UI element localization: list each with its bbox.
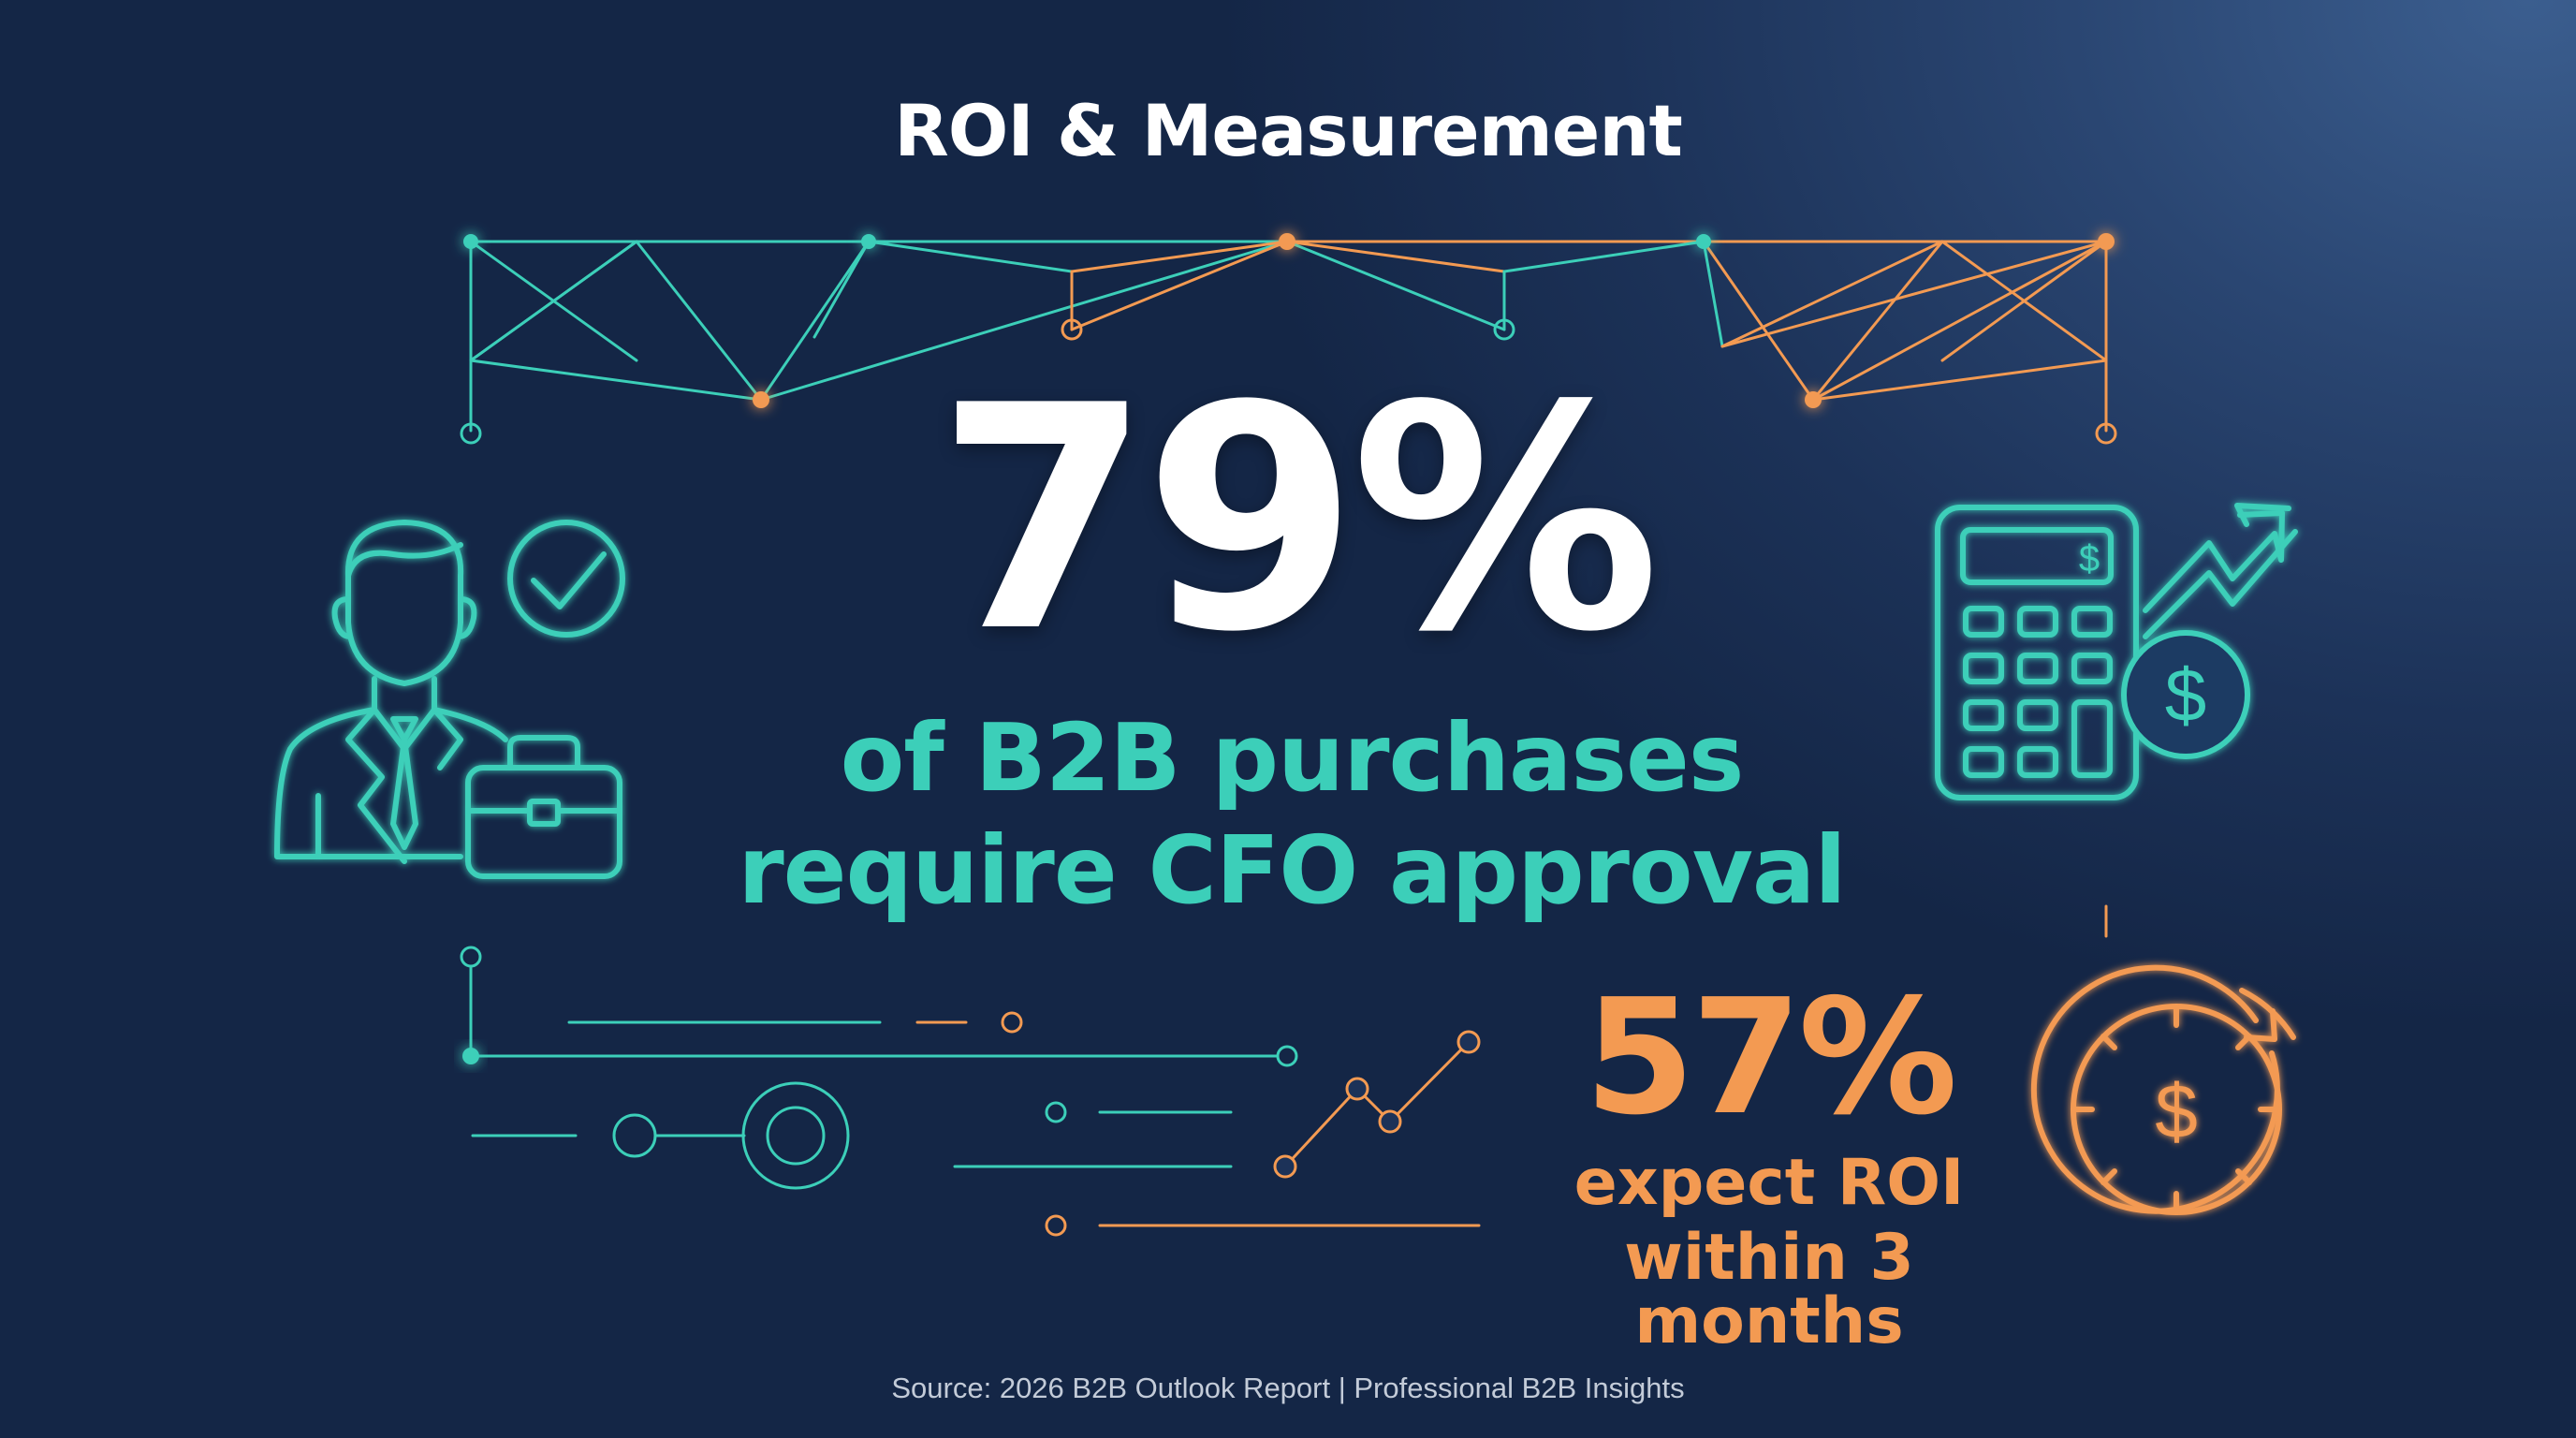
stopwatch-dollar-icon — [2030, 964, 2296, 1215]
top-network — [460, 233, 2117, 445]
main-stat-caption-line2: require CFO approval — [738, 815, 1846, 925]
main-stat-caption-line1: of B2B purchases — [840, 703, 1745, 813]
secondary-stat-value: 57% — [1584, 965, 1958, 1151]
source-citation: Source: 2026 B2B Outlook Report | Profes… — [891, 1372, 1685, 1404]
businessman-icon — [274, 520, 508, 864]
secondary-stat-caption-line1: expect ROI — [1573, 1146, 1965, 1220]
dollar-coin-icon — [2121, 630, 2250, 759]
secondary-stat-caption-line2: within 3 months — [1624, 1221, 1914, 1358]
coin-dollar-label: $ — [2165, 653, 2207, 737]
calculator-icon — [1935, 505, 2139, 800]
briefcase-icon — [465, 735, 622, 879]
main-stat-value: 79% — [936, 340, 1661, 699]
bottom-circuit — [460, 946, 1481, 1237]
trend-arrow-icon — [2143, 503, 2298, 639]
calculator-dollar-label: $ — [2079, 538, 2100, 580]
stopwatch-dollar-label: $ — [2155, 1069, 2198, 1154]
page-title: ROI & Measurement — [894, 89, 1683, 172]
checkmark-circle-icon — [507, 520, 625, 638]
